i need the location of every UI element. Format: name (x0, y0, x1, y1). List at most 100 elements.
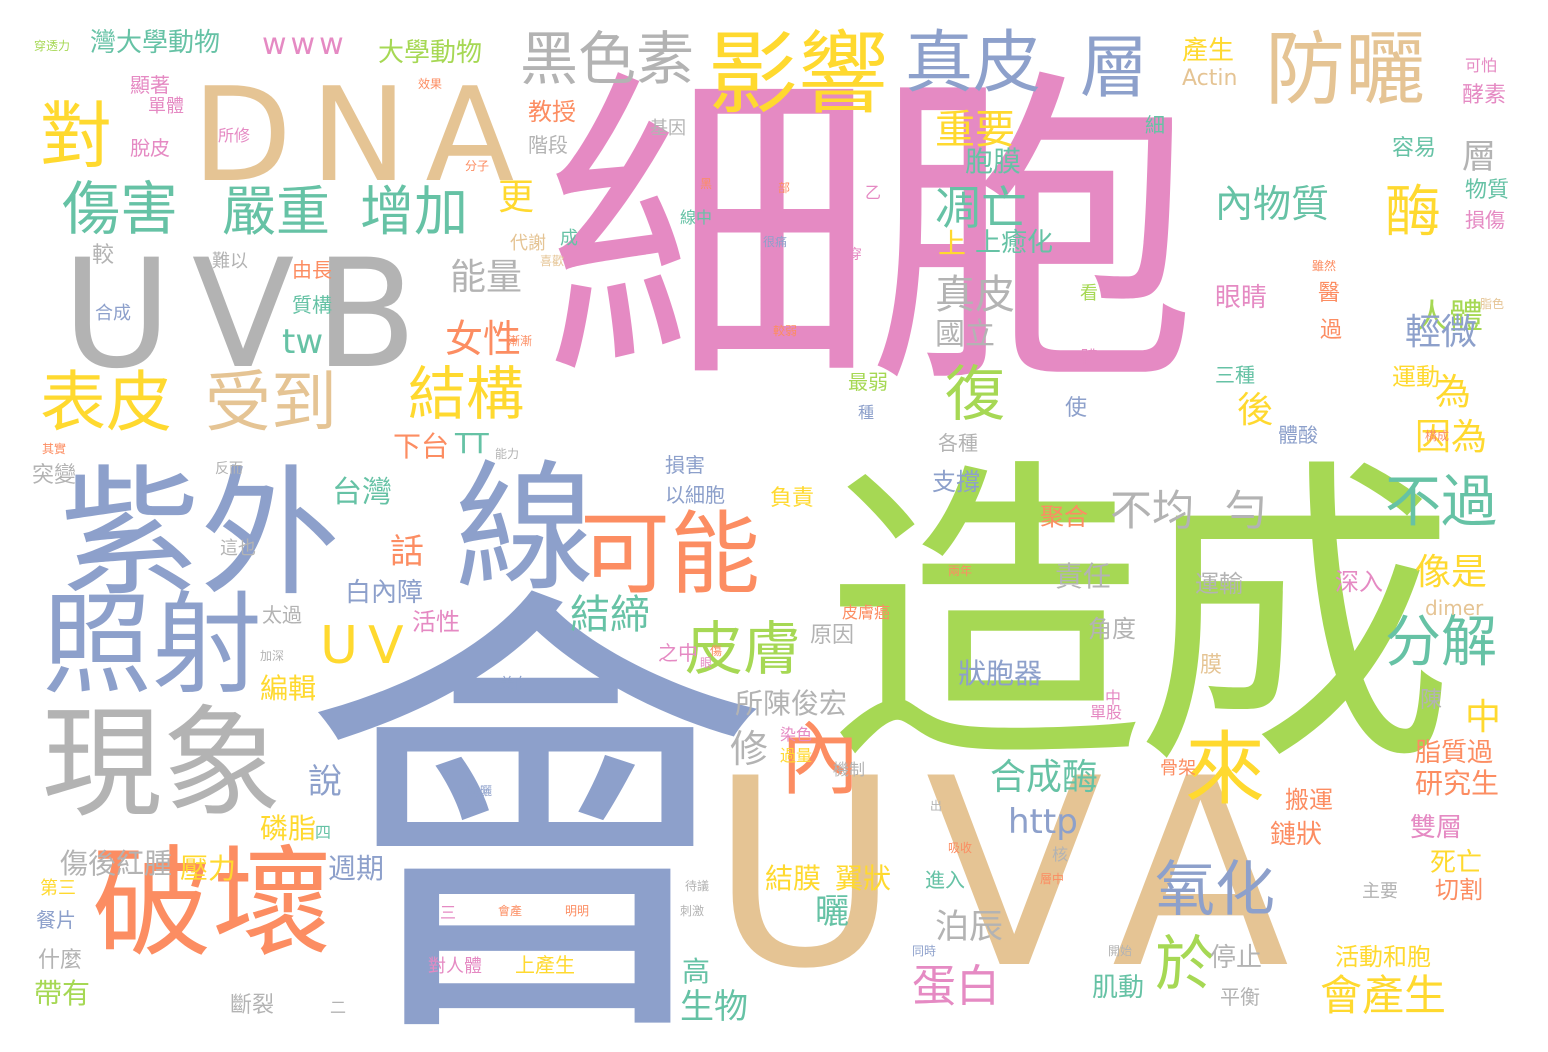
word-175: 出 (930, 799, 943, 813)
word-130: 負責 (770, 486, 815, 511)
word-187: 較弱 (773, 324, 798, 338)
word-95: 脂質過 (1415, 738, 1494, 768)
word-59: 中 (1465, 697, 1502, 738)
word-14: 真皮 (905, 24, 1042, 103)
word-27: 氧化 (1155, 855, 1275, 925)
word-44: 產生 (1182, 36, 1235, 66)
word-88: 肌動 (1092, 973, 1145, 1003)
word-5: 線 (455, 448, 596, 611)
word-48: 內物質 (1215, 182, 1330, 226)
word-53: 國立 (935, 317, 995, 352)
word-190: 黑 (700, 177, 713, 191)
word-87: 平衡 (1220, 985, 1260, 1009)
word-81: 週期 (328, 852, 385, 885)
word-99: 運輸 (1195, 570, 1243, 598)
word-55: 為 (1435, 372, 1472, 413)
word-74: TT (455, 427, 489, 460)
word-91: 雙層 (1410, 813, 1463, 843)
word-6: UVB (62, 228, 438, 402)
word-181: 刺激 (680, 904, 705, 918)
word-121: 運動 (1392, 363, 1440, 391)
word-111: 容易 (1392, 136, 1437, 161)
word-179: 開始 (1108, 944, 1133, 958)
word-145: 單體 (148, 96, 184, 117)
word-184: 雖然 (1312, 259, 1337, 273)
word-176: 吸收 (948, 841, 973, 855)
word-182: 明明 (565, 904, 590, 918)
word-166: 防曬 (468, 784, 493, 798)
word-61: 合成酶 (990, 757, 1099, 798)
word-126: 看 (1080, 283, 1098, 304)
word-177: 層中 (1040, 872, 1065, 886)
word-1: 造成 (825, 434, 1455, 806)
word-76: 活性 (412, 608, 460, 636)
word-15: 層 (1080, 29, 1149, 108)
word-146: 顯著 (130, 73, 170, 97)
word-101: 角度 (1088, 615, 1136, 643)
word-112: 層 (1462, 137, 1496, 177)
word-134: 上產生 (515, 953, 575, 977)
word-90: 活動和胞 (1335, 943, 1431, 971)
word-167: 之中 (658, 641, 698, 665)
word-9: 現象 (42, 695, 282, 834)
word-97: 搬運 (1285, 786, 1333, 814)
word-196: 穿透力 (34, 39, 71, 53)
word-107: 教授 (528, 98, 576, 126)
word-50: 重要 (935, 107, 1015, 153)
word-140: 難以 (212, 251, 248, 272)
word-149: 成 (560, 228, 578, 249)
word-79: 壓力 (180, 852, 237, 885)
word-110: 細 (1145, 113, 1165, 137)
word-73: 下台 (393, 430, 450, 463)
word-39: 女性 (445, 317, 522, 361)
word-122: 體酸 (1278, 423, 1318, 447)
word-2: 會 (300, 551, 770, 1052)
word-183: 會產 (498, 904, 523, 918)
word-185: 構成 (1425, 429, 1450, 443)
word-139: 較 (92, 243, 115, 268)
word-62: http (1008, 802, 1078, 842)
word-42: 大學動物 (378, 38, 483, 68)
word-170: 過量 (780, 746, 813, 765)
word-24: 皮膚 (685, 615, 802, 683)
word-198: 中 (1105, 688, 1122, 707)
word-163: 能力 (495, 447, 520, 461)
word-92: 死亡 (1430, 848, 1483, 878)
word-153: 穿 (848, 247, 862, 263)
word-4: 紫外 (60, 453, 341, 616)
word-100: 責任 (1055, 560, 1112, 593)
word-51: 胞膜 (965, 145, 1022, 178)
word-80: 磷脂 (260, 812, 317, 845)
word-115: 酵素 (1462, 83, 1507, 108)
word-151: 喜歡 (540, 254, 565, 268)
word-63: 蛋白 (912, 961, 1000, 1012)
word-103: 原因 (810, 623, 855, 648)
word-168: 皮膚癌 (842, 603, 891, 622)
word-144: 脫皮 (130, 136, 170, 160)
word-195: 漸漸 (508, 334, 533, 348)
word-28: 於 (1155, 930, 1215, 1000)
word-127: 體 (1080, 348, 1098, 369)
word-84: 斷裂 (230, 993, 275, 1018)
word-57: 後 (1237, 390, 1274, 431)
word-71: 台灣 (332, 475, 392, 510)
word-38: 能量 (450, 257, 523, 298)
word-199: 上癒化 (975, 228, 1054, 258)
word-25: 內 (780, 713, 860, 806)
word-32: 復 (945, 360, 1005, 430)
word-147: 所修 (218, 126, 251, 145)
word-108: 階段 (528, 133, 568, 157)
word-174: 傷 (710, 644, 723, 658)
word-155: 二 (330, 998, 347, 1017)
word-154: 四 (315, 823, 332, 842)
word-35: 結締 (570, 592, 650, 638)
word-137: 餐片 (36, 908, 76, 932)
word-164: 其實 (42, 442, 67, 456)
word-72: 話 (390, 532, 424, 572)
word-18: 傷害 (62, 175, 179, 243)
word-66: 結膜 (765, 862, 822, 895)
word-172: 單股 (1090, 703, 1123, 722)
word-158: 主要 (1362, 881, 1398, 902)
word-0: 細胞 (545, 43, 1197, 427)
